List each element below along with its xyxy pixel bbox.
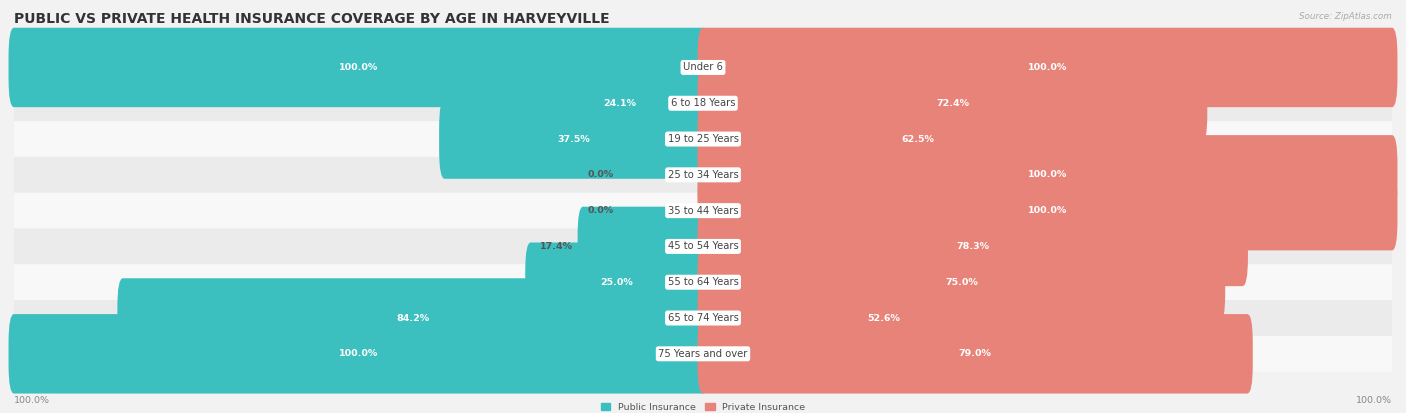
FancyBboxPatch shape — [117, 278, 709, 358]
Text: 78.3%: 78.3% — [956, 242, 990, 251]
Text: 79.0%: 79.0% — [959, 349, 991, 358]
Text: 100.0%: 100.0% — [14, 396, 51, 405]
Text: 100.0%: 100.0% — [1028, 206, 1067, 215]
FancyBboxPatch shape — [697, 64, 1208, 143]
FancyBboxPatch shape — [8, 314, 709, 394]
Text: 24.1%: 24.1% — [603, 99, 637, 108]
FancyBboxPatch shape — [14, 85, 1392, 121]
Text: 100.0%: 100.0% — [339, 63, 378, 72]
FancyBboxPatch shape — [697, 28, 1398, 107]
Text: 25 to 34 Years: 25 to 34 Years — [668, 170, 738, 180]
Text: 100.0%: 100.0% — [1355, 396, 1392, 405]
Text: 6 to 18 Years: 6 to 18 Years — [671, 98, 735, 108]
Text: 35 to 44 Years: 35 to 44 Years — [668, 206, 738, 216]
Text: 19 to 25 Years: 19 to 25 Years — [668, 134, 738, 144]
FancyBboxPatch shape — [14, 193, 1392, 228]
Text: 0.0%: 0.0% — [588, 206, 613, 215]
Text: 52.6%: 52.6% — [868, 313, 901, 323]
FancyBboxPatch shape — [531, 64, 709, 143]
FancyBboxPatch shape — [14, 50, 1392, 85]
FancyBboxPatch shape — [14, 264, 1392, 300]
FancyBboxPatch shape — [14, 228, 1392, 264]
FancyBboxPatch shape — [697, 99, 1139, 179]
Text: 72.4%: 72.4% — [936, 99, 969, 108]
Text: 75.0%: 75.0% — [945, 278, 977, 287]
Text: 0.0%: 0.0% — [588, 170, 613, 179]
Text: 84.2%: 84.2% — [396, 313, 429, 323]
Text: 100.0%: 100.0% — [1028, 170, 1067, 179]
FancyBboxPatch shape — [14, 336, 1392, 372]
Legend: Public Insurance, Private Insurance: Public Insurance, Private Insurance — [600, 403, 806, 412]
Text: 65 to 74 Years: 65 to 74 Years — [668, 313, 738, 323]
Text: 25.0%: 25.0% — [600, 278, 633, 287]
Text: 17.4%: 17.4% — [540, 242, 572, 251]
FancyBboxPatch shape — [697, 242, 1225, 322]
FancyBboxPatch shape — [697, 314, 1253, 394]
Text: 55 to 64 Years: 55 to 64 Years — [668, 277, 738, 287]
FancyBboxPatch shape — [14, 300, 1392, 336]
FancyBboxPatch shape — [14, 121, 1392, 157]
Text: 100.0%: 100.0% — [339, 349, 378, 358]
FancyBboxPatch shape — [14, 157, 1392, 193]
FancyBboxPatch shape — [439, 99, 709, 179]
Text: 100.0%: 100.0% — [1028, 63, 1067, 72]
Text: 37.5%: 37.5% — [557, 135, 591, 144]
Text: Source: ZipAtlas.com: Source: ZipAtlas.com — [1299, 12, 1392, 21]
Text: 45 to 54 Years: 45 to 54 Years — [668, 242, 738, 252]
FancyBboxPatch shape — [8, 28, 709, 107]
Text: Under 6: Under 6 — [683, 62, 723, 72]
FancyBboxPatch shape — [526, 242, 709, 322]
Text: PUBLIC VS PRIVATE HEALTH INSURANCE COVERAGE BY AGE IN HARVEYVILLE: PUBLIC VS PRIVATE HEALTH INSURANCE COVER… — [14, 12, 610, 26]
FancyBboxPatch shape — [578, 206, 709, 286]
Text: 62.5%: 62.5% — [901, 135, 935, 144]
FancyBboxPatch shape — [697, 278, 1071, 358]
FancyBboxPatch shape — [697, 206, 1249, 286]
Text: 75 Years and over: 75 Years and over — [658, 349, 748, 359]
FancyBboxPatch shape — [697, 171, 1398, 250]
FancyBboxPatch shape — [697, 135, 1398, 215]
